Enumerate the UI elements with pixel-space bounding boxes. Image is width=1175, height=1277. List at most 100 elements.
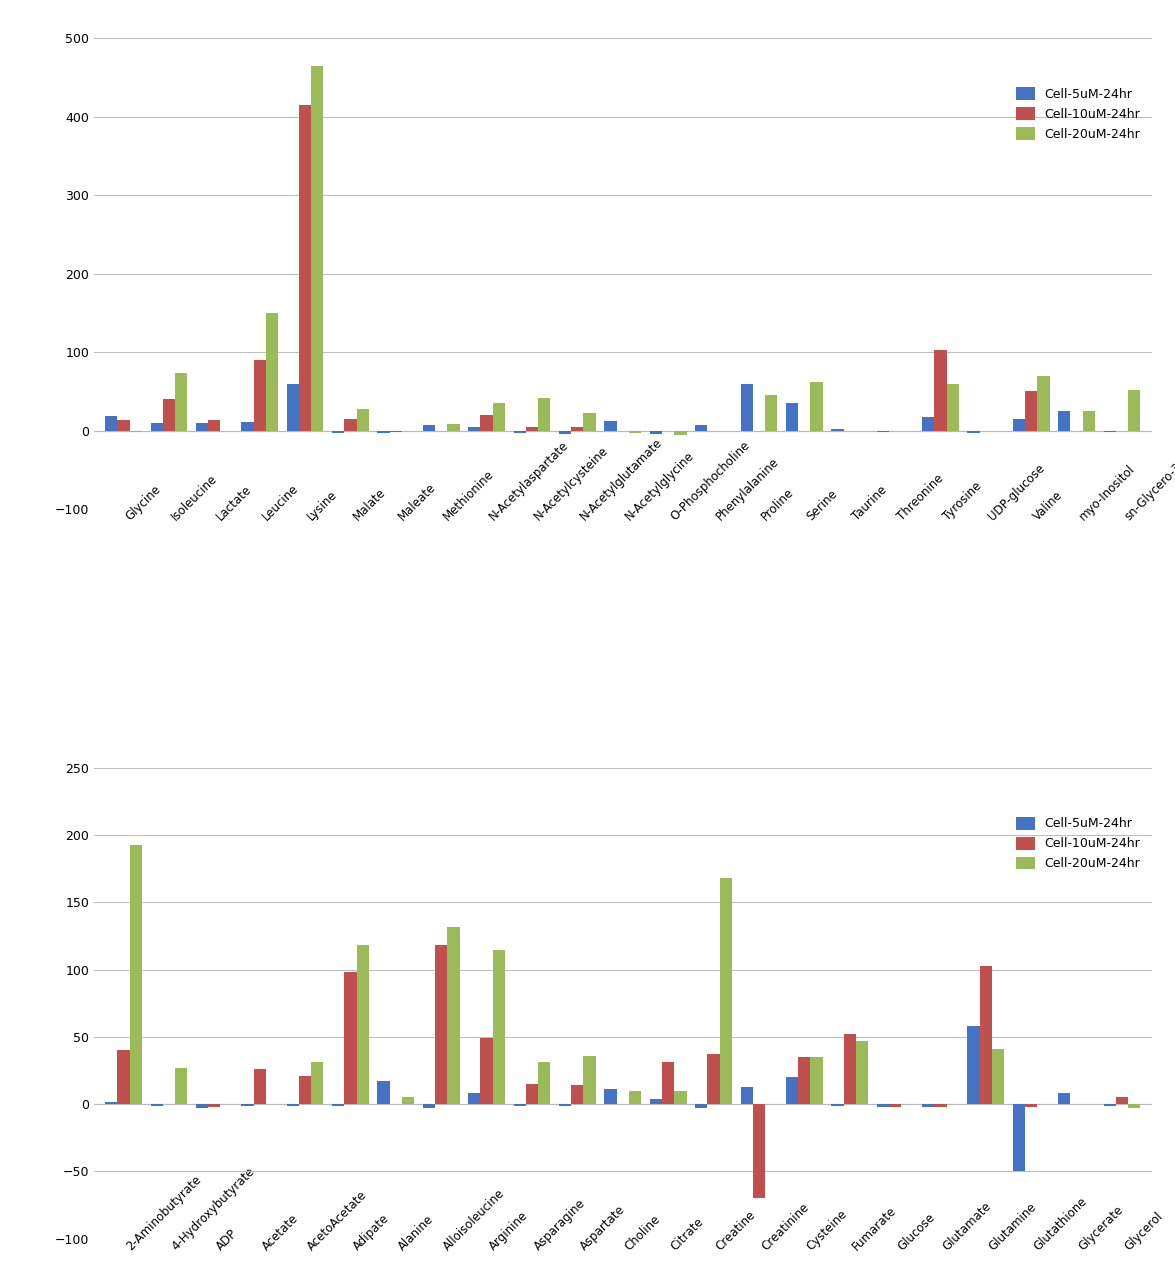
Bar [753,1105,765,1198]
Bar [241,421,254,430]
Bar [559,1105,571,1106]
Bar [1128,1105,1141,1108]
Bar [175,1068,187,1105]
Bar [604,421,617,430]
Bar [992,1048,1005,1105]
Bar [584,414,596,430]
Bar [662,1062,674,1105]
Bar [980,965,992,1105]
Bar [877,430,889,432]
Bar [377,430,390,433]
Bar [118,420,129,430]
Bar [571,1085,584,1105]
Bar [674,1091,686,1105]
Bar [129,430,142,432]
Bar [175,373,187,430]
Bar [1025,1105,1038,1107]
Bar [423,1105,435,1108]
Bar [696,425,707,430]
Bar [241,1105,254,1106]
Bar [1103,430,1116,432]
Bar [266,313,278,430]
Bar [390,430,402,432]
Bar [492,404,505,430]
Bar [786,1078,798,1105]
Bar [1013,419,1025,430]
Bar [311,1062,323,1105]
Bar [786,404,798,430]
Bar [105,416,118,430]
Bar [423,425,435,430]
Bar [333,430,344,433]
Bar [1013,1105,1025,1171]
Bar [629,430,642,433]
Bar [356,945,369,1105]
Bar [344,972,356,1105]
Bar [356,410,369,430]
Bar [163,400,175,430]
Bar [1103,1105,1116,1106]
Bar [811,1057,822,1105]
Legend: Cell-5uM-24hr, Cell-10uM-24hr, Cell-20uM-24hr: Cell-5uM-24hr, Cell-10uM-24hr, Cell-20uM… [1010,82,1146,146]
Bar [468,427,481,430]
Bar [287,383,298,430]
Bar [855,1041,868,1105]
Bar [196,1105,208,1108]
Bar [1059,1093,1070,1105]
Bar [831,1105,844,1106]
Bar [798,1057,811,1105]
Bar [765,396,778,430]
Bar [150,423,163,430]
Bar [707,1055,719,1105]
Bar [922,1105,934,1107]
Bar [967,1027,980,1105]
Bar [526,427,538,430]
Bar [1025,391,1038,430]
Bar [481,415,492,430]
Bar [1059,411,1070,430]
Bar [402,1097,415,1105]
Bar [719,879,732,1105]
Bar [196,423,208,430]
Bar [118,1051,129,1105]
Bar [105,1102,118,1105]
Bar [513,430,526,433]
Legend: Cell-5uM-24hr, Cell-10uM-24hr, Cell-20uM-24hr: Cell-5uM-24hr, Cell-10uM-24hr, Cell-20uM… [1010,812,1146,875]
Bar [740,1087,753,1105]
Bar [1128,389,1141,430]
Bar [526,1084,538,1105]
Bar [629,1091,642,1105]
Bar [481,1038,492,1105]
Bar [696,1105,707,1108]
Bar [513,1105,526,1106]
Bar [448,424,459,430]
Bar [947,383,959,430]
Bar [333,1105,344,1106]
Bar [208,1105,221,1107]
Bar [254,1069,266,1105]
Bar [674,430,686,434]
Bar [922,418,934,430]
Bar [129,844,142,1105]
Bar [344,419,356,430]
Bar [208,420,221,430]
Bar [435,945,448,1105]
Bar [934,1105,947,1107]
Bar [150,1105,163,1106]
Bar [492,950,505,1105]
Bar [604,1089,617,1105]
Bar [1116,1097,1128,1105]
Bar [298,1077,311,1105]
Bar [377,1082,390,1105]
Bar [650,1098,662,1105]
Bar [811,382,822,430]
Bar [571,427,584,430]
Bar [877,1105,889,1107]
Bar [650,430,662,434]
Bar [934,350,947,430]
Bar [584,1056,596,1105]
Bar [311,66,323,430]
Bar [967,430,980,433]
Bar [538,1062,550,1105]
Bar [844,1034,855,1105]
